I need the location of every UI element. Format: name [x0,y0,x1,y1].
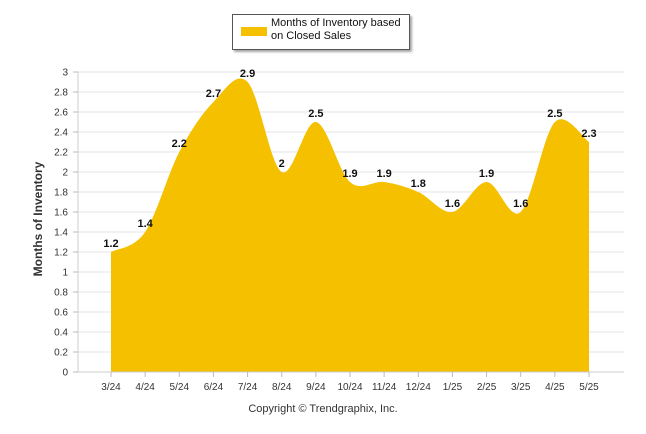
y-tick-label: 0 [62,368,68,379]
data-labels: 1.2 1.4 2.2 2.7 2.9 2 2.5 1.9 1.9 1.8 1.6 1.9 1.6 2.5… [103,68,596,250]
x-tick-label: 10/24 [337,382,362,393]
x-tick-label: 3/25 [511,382,531,393]
data-label: 1.9 [342,168,357,180]
area-fill [111,78,589,372]
x-tick-label: 4/24 [135,382,155,393]
x-tick-label: 5/24 [170,382,190,393]
x-tick-label: 2/25 [477,382,497,393]
y-tick-label: 1 [62,268,68,279]
y-tick-label: 1.4 [54,228,68,239]
data-label: 1.8 [411,178,426,190]
y-tick-label: 2.4 [54,128,68,139]
x-tick-label: 7/24 [238,382,258,393]
x-tick-label: 6/24 [204,382,224,393]
y-tick-label: 0.2 [54,348,68,359]
area-series [110,78,590,372]
x-tick-label: 11/24 [372,382,397,393]
data-label: 1.6 [513,198,528,210]
data-label: 1.9 [376,168,391,180]
data-label: 2.3 [581,128,596,140]
data-label: 2.5 [547,108,562,120]
data-label: 2.2 [172,138,187,150]
y-tick-label: 1.6 [54,208,68,219]
y-tick-label: 0.6 [54,308,68,319]
y-axis-label: Months of Inventory [31,161,45,277]
data-label: 2.5 [308,108,323,120]
data-label: 2 [279,158,285,170]
y-axis-ticks: 0 0.2 0.4 0.6 0.8 1 1.2 1.4 1.6 1.8 2 2.2 2.4 2.6 2.8 3 [54,68,78,379]
y-tick-label: 2 [62,168,68,179]
x-tick-label: 4/25 [545,382,565,393]
x-axis-ticks: 3/24 4/24 5/24 6/24 7/24 8/24 9/24 10/24 11/24 12… [101,372,599,393]
axes [77,72,624,373]
data-label: 2.9 [240,68,255,80]
data-label: 2.7 [206,88,221,100]
legend-label: Months of Inventory based on Closed Sale… [271,17,401,42]
y-tick-label: 2.6 [54,108,68,119]
x-tick-label: 1/25 [443,382,463,393]
x-tick-label: 8/24 [272,382,292,393]
data-label: 1.2 [103,238,118,250]
y-tick-label: 0.4 [54,328,68,339]
legend-swatch [241,27,267,36]
x-tick-label: 9/24 [306,382,326,393]
y-tick-label: 1.2 [54,248,68,259]
copyright-text: Copyright © Trendgraphix, Inc. [248,403,398,415]
x-tick-label: 12/24 [406,382,431,393]
data-label: 1.9 [479,168,494,180]
data-label: 1.4 [137,218,153,230]
y-tick-label: 0.8 [54,288,68,299]
y-tick-label: 1.8 [54,188,68,199]
y-tick-label: 2.8 [54,88,68,99]
y-tick-label: 2.2 [54,148,68,159]
legend: Months of Inventory based on Closed Sale… [232,14,410,50]
y-tick-label: 3 [62,68,68,79]
x-tick-label: 3/24 [101,382,121,393]
x-tick-label: 5/25 [579,382,599,393]
data-label: 1.6 [445,198,460,210]
